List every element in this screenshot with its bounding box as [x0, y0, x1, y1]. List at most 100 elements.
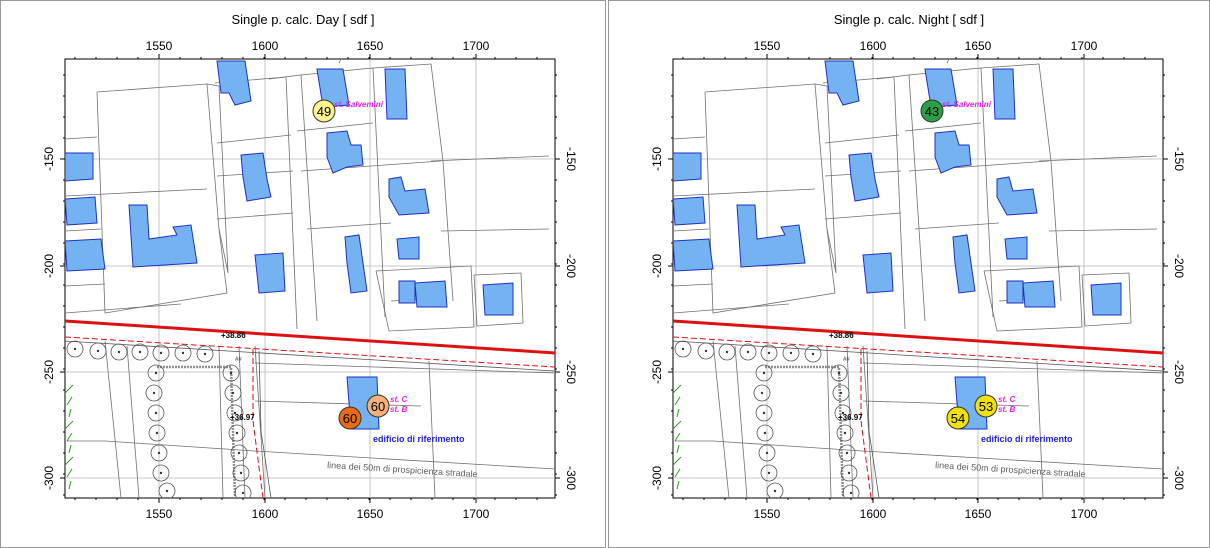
- building: [384, 68, 408, 120]
- tree-icon: [697, 342, 715, 360]
- parcel-line: [824, 134, 900, 144]
- y-tick-label: -150: [1172, 147, 1186, 171]
- tree-icon: [836, 424, 854, 442]
- tree-center: [681, 347, 685, 351]
- parcel-line: [1048, 228, 1158, 232]
- x-tick-label: 1600: [252, 39, 279, 53]
- tree-center: [767, 351, 771, 355]
- tree-center: [704, 349, 708, 353]
- parcel-line: [65, 136, 98, 140]
- building: [388, 176, 430, 216]
- tree-center: [96, 349, 100, 353]
- tree-center: [117, 350, 121, 354]
- tree-icon: [753, 384, 771, 402]
- hedge-icon: [676, 408, 680, 418]
- x-tick-label: 1550: [754, 39, 781, 53]
- tree-icon: [226, 404, 244, 422]
- elevation-label: +36.97: [230, 413, 255, 422]
- fence-line: [157, 365, 237, 498]
- tree-icon: [89, 342, 107, 360]
- building: [240, 152, 272, 202]
- tree-center: [847, 471, 851, 475]
- hedge-icon: [66, 396, 73, 406]
- hedge-icon: [66, 432, 73, 442]
- building: [862, 252, 894, 294]
- parcel-line: [218, 345, 224, 498]
- tree-center: [138, 350, 142, 354]
- receiver-label: st. B: [390, 405, 408, 414]
- receiver-value: 43: [925, 104, 939, 119]
- parcel-line: [946, 59, 950, 64]
- parcel-line: [914, 222, 1000, 230]
- parcel-line: [238, 345, 246, 498]
- building: [414, 280, 448, 308]
- tree-icon: [145, 384, 163, 402]
- tree-icon: [234, 484, 252, 498]
- tree-center: [746, 350, 750, 354]
- plot-frame: [672, 58, 1164, 499]
- building-label: edificio di riferimento: [981, 434, 1073, 444]
- building: [65, 152, 94, 182]
- hedge-icon: [65, 420, 74, 430]
- x-tick-label: 1550: [754, 507, 781, 521]
- tree-center: [154, 411, 158, 415]
- parcel-line: [734, 345, 748, 498]
- y-tick-label: -200: [42, 254, 56, 278]
- y-tick-label: -150: [564, 147, 578, 171]
- tree-icon: [232, 464, 250, 482]
- receiver-value: 60: [343, 411, 357, 426]
- parcel-line: [846, 345, 854, 498]
- receiver-value: 54: [951, 411, 965, 426]
- y-tick-label: -250: [42, 360, 56, 384]
- tree-icon: [766, 482, 784, 498]
- hedge-icon: [673, 456, 682, 466]
- receiver-st-c: [974, 394, 998, 418]
- parcel-line: [216, 212, 294, 220]
- building: [65, 196, 98, 226]
- parcel-line: [216, 134, 292, 144]
- y-tick-label: -150: [42, 147, 56, 171]
- road-buffer-line: [673, 336, 1163, 368]
- parcel-line: [338, 59, 342, 64]
- tree-icon: [152, 344, 170, 362]
- tree-icon: [196, 345, 214, 363]
- map-title: Single p. calc. Night [ sdf ]: [833, 12, 985, 27]
- tree-center: [239, 471, 243, 475]
- parcel-line: [126, 345, 140, 498]
- y-tick-label: -300: [42, 466, 56, 490]
- elevation-label: +38.86: [221, 331, 246, 340]
- tree-icon: [832, 384, 850, 402]
- x-tick-label: 1650: [357, 507, 384, 521]
- building: [396, 236, 420, 260]
- tree-center: [165, 489, 169, 493]
- receiver-st-c: [366, 394, 390, 418]
- parcel-line: [1081, 272, 1132, 327]
- receiver-st-b: [946, 406, 970, 430]
- parcel-line: [254, 400, 422, 407]
- tree-center: [152, 391, 156, 395]
- parcel-line: [814, 83, 837, 274]
- road-edge: [673, 340, 1163, 372]
- x-tick-label: 1700: [1071, 39, 1098, 53]
- parcel-line: [428, 360, 436, 498]
- x-tick-label: 1600: [860, 39, 887, 53]
- tree-center: [159, 351, 163, 355]
- tree-center: [203, 352, 207, 356]
- receiver-value: 53: [979, 399, 993, 414]
- y-tick-label: -200: [1172, 254, 1186, 278]
- x-tick-label: 1650: [965, 39, 992, 53]
- building: [65, 238, 106, 272]
- small-tag: ##: [235, 357, 242, 363]
- parcel-line: [67, 440, 555, 470]
- parcel-line: [206, 83, 229, 274]
- tree-icon: [830, 364, 848, 382]
- tree-icon: [147, 364, 165, 382]
- parcel-line: [673, 303, 790, 314]
- map-plot-day: +38.86+36.97##edificio di riferimentolin…: [42, 39, 578, 521]
- tree-center: [789, 351, 793, 355]
- road-edge: [258, 350, 272, 498]
- parcel-line: [983, 265, 1083, 332]
- receiver-label: st. C: [998, 395, 1016, 404]
- hedge-icon: [68, 480, 72, 490]
- tree-icon: [158, 482, 176, 498]
